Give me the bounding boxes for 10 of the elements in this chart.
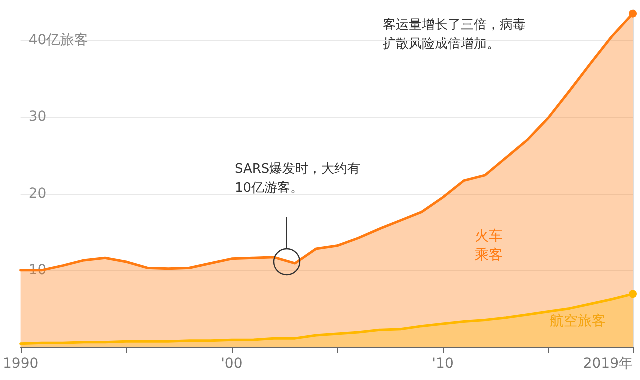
y-tick-label: 30	[28, 109, 47, 126]
series-label: 航空旅客	[550, 314, 606, 330]
y-tick-label: 40亿旅客	[28, 32, 89, 49]
annotation: SARS爆发时，大约有10亿游客。	[235, 162, 361, 196]
x-tick-label: 2019年	[583, 356, 633, 372]
x-tick-label: '00	[221, 356, 243, 372]
x-tick-label: '10	[432, 356, 454, 372]
y-tick-label: 20	[28, 186, 47, 202]
series-label: 火车乘客	[475, 228, 503, 264]
x-tick-label: 1990	[2, 356, 39, 372]
